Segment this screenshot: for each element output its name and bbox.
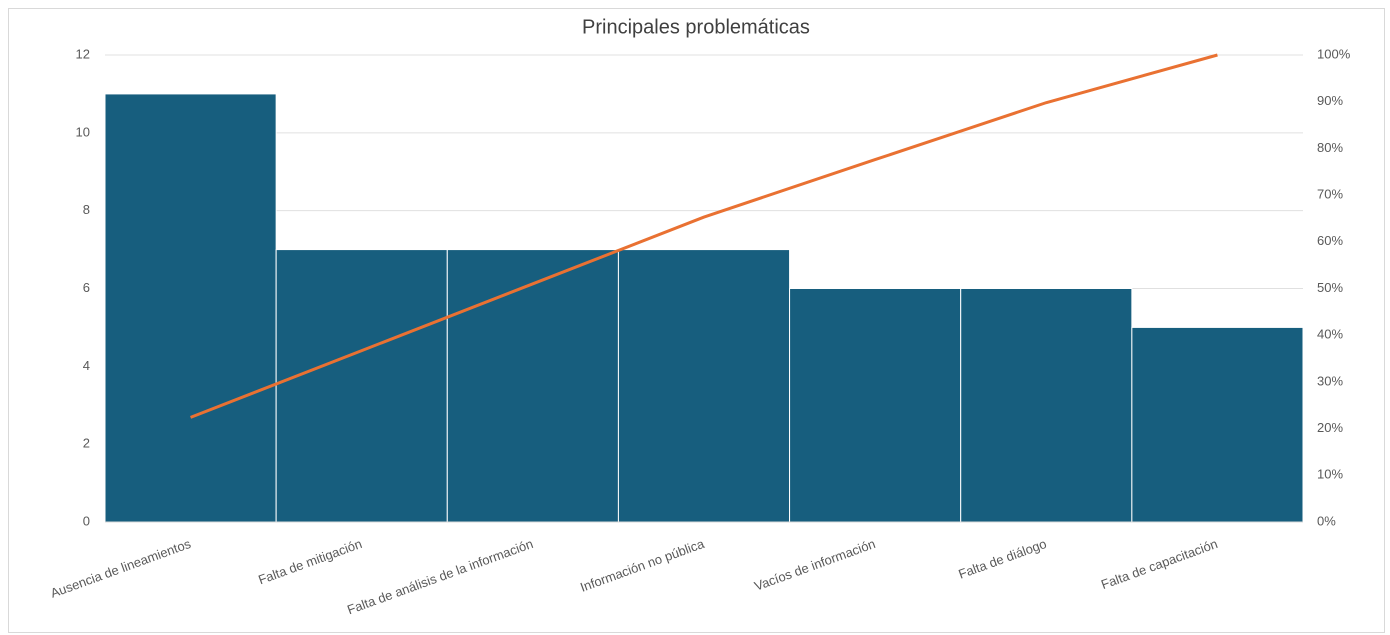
- y-tick-label: 6: [83, 280, 90, 295]
- y2-tick-label: 60%: [1317, 233, 1343, 248]
- bar: [1131, 326, 1304, 523]
- y2-tick-label: 0%: [1317, 513, 1336, 528]
- y2-tick-label: 90%: [1317, 93, 1343, 108]
- y-tick-label: 10: [76, 124, 90, 139]
- y2-tick-label: 50%: [1317, 280, 1343, 295]
- y-tick-label: 8: [83, 202, 90, 217]
- y2-tick-label: 40%: [1317, 327, 1343, 342]
- bar: [446, 249, 619, 523]
- y2-tick-label: 20%: [1317, 420, 1343, 435]
- y2-tick-label: 80%: [1317, 140, 1343, 155]
- bar: [960, 288, 1133, 523]
- y-tick-label: 2: [83, 436, 90, 451]
- bar: [275, 249, 448, 523]
- bar: [104, 93, 277, 523]
- y2-tick-label: 30%: [1317, 373, 1343, 388]
- bar: [789, 288, 962, 523]
- y-tick-label: 4: [83, 358, 90, 373]
- y-tick-label: 12: [76, 46, 90, 61]
- y2-tick-label: 70%: [1317, 187, 1343, 202]
- y2-tick-label: 100%: [1317, 46, 1351, 61]
- y-tick-label: 0: [83, 513, 90, 528]
- cumulative-line: [190, 53, 1218, 419]
- bar: [617, 249, 791, 523]
- chart-title: Principales problemáticas: [582, 16, 810, 38]
- y2-tick-label: 10%: [1317, 467, 1343, 482]
